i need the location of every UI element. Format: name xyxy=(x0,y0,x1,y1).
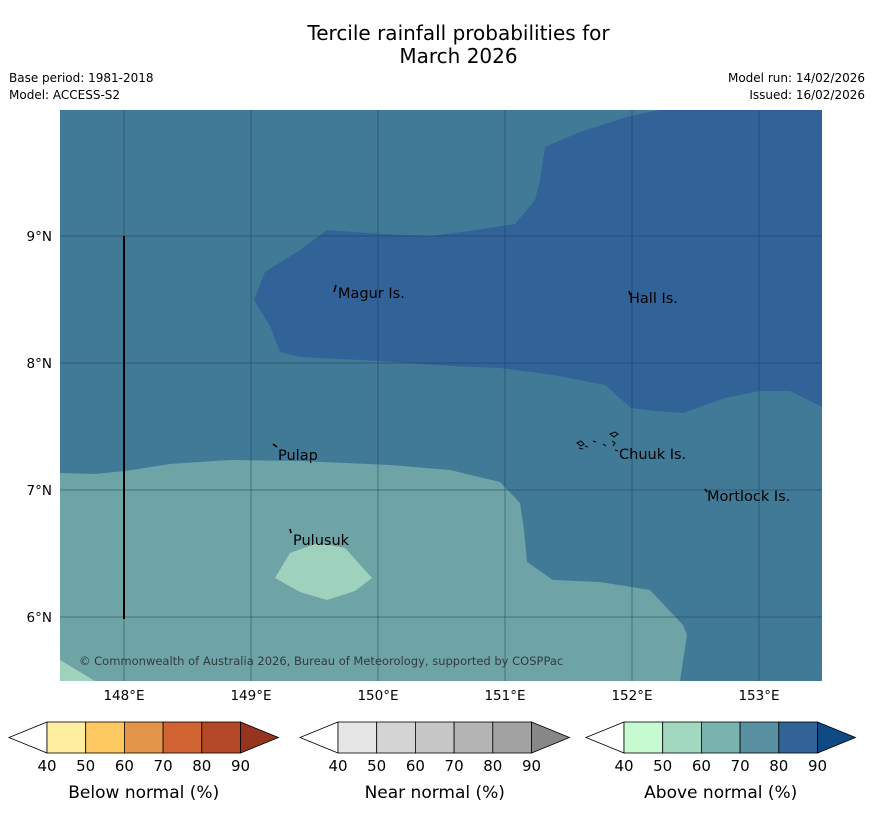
near-tick-label: 50 xyxy=(367,757,386,775)
label-magur: Magur Is. xyxy=(338,286,405,302)
below-colorbar-title: Below normal (%) xyxy=(68,783,219,803)
label-mortlock: Mortlock Is. xyxy=(707,489,790,505)
near-tick-label: 90 xyxy=(522,757,541,775)
above-tick-label: 80 xyxy=(769,757,788,775)
region-above-60-70-south xyxy=(60,460,687,681)
region-above-80-90-northeast xyxy=(254,110,822,413)
above-colorbar-segment xyxy=(701,721,741,754)
below-tick-label: 50 xyxy=(76,757,95,775)
latitude-ticks: 9°N 8°N 7°N 6°N xyxy=(27,229,52,626)
island-markers xyxy=(272,284,708,534)
island-pulap xyxy=(272,443,278,448)
title-line-2: March 2026 xyxy=(399,44,518,68)
below-tick-label: 40 xyxy=(37,757,56,775)
base-period: Base period: 1981-2018 xyxy=(9,71,154,85)
above-tick-label: 40 xyxy=(614,757,633,775)
lat-tick: 7°N xyxy=(27,483,52,499)
below-colorbar-segment xyxy=(201,721,241,754)
near-tick-label: 40 xyxy=(328,757,347,775)
label-hall: Hall Is. xyxy=(629,291,678,307)
above-tick-label: 90 xyxy=(808,757,827,775)
near-tick-label: 80 xyxy=(483,757,502,775)
near-colorbar-title: Near normal (%) xyxy=(365,783,505,803)
lon-tick: 152°E xyxy=(611,688,652,704)
above-colorbar-segment xyxy=(778,721,818,754)
lon-tick: 153°E xyxy=(738,688,779,704)
island-pulusuk xyxy=(289,528,292,534)
above-colorbar-segment xyxy=(662,721,702,754)
chuuk-lagoon xyxy=(576,431,619,452)
lon-tick: 150°E xyxy=(357,688,398,704)
near-tick-label: 70 xyxy=(445,757,464,775)
colorbar-near-normal: 40 50 60 70 80 90 Near normal (%) xyxy=(298,721,571,803)
map-title: Tercile rainfall probabilities for March… xyxy=(0,22,873,68)
above-extend-low xyxy=(584,721,625,754)
colorbar-below-normal: 40 50 60 70 80 90 Below normal (%) xyxy=(7,721,280,803)
meta-right: Model run: 14/02/2026 Issued: 16/02/2026 xyxy=(728,70,865,104)
near-colorbar-segment xyxy=(376,721,416,754)
above-tick-label: 60 xyxy=(692,757,711,775)
above-tick-label: 50 xyxy=(653,757,672,775)
near-colorbar-segment xyxy=(492,721,532,754)
lat-tick: 8°N xyxy=(27,356,52,372)
island-hall xyxy=(628,290,631,296)
lat-tick: 9°N xyxy=(27,229,52,245)
copyright-notice: © Commonwealth of Australia 2026, Bureau… xyxy=(79,654,563,668)
label-pulusuk: Pulusuk xyxy=(293,533,350,549)
colorbar-above-normal: 40 50 60 70 80 90 Above normal (%) xyxy=(584,721,857,803)
issued-date: Issued: 16/02/2026 xyxy=(749,88,865,102)
model-run: Model run: 14/02/2026 xyxy=(727,71,865,85)
lat-tick: 6°N xyxy=(27,610,52,626)
near-colorbar-segment xyxy=(453,721,494,754)
meta-left: Base period: 1981-2018 Model: ACCESS-S2 xyxy=(9,70,154,104)
graticule xyxy=(60,110,822,681)
below-tick-label: 90 xyxy=(231,757,250,775)
lon-tick: 151°E xyxy=(484,688,525,704)
above-tick-label: 70 xyxy=(731,757,750,775)
label-pulap: Pulap xyxy=(278,448,318,464)
near-colorbar-segment xyxy=(414,721,455,754)
near-colorbar-segment xyxy=(337,721,378,754)
below-tick-label: 70 xyxy=(154,757,173,775)
lon-tick: 148°E xyxy=(103,688,144,704)
model-name: Model: ACCESS-S2 xyxy=(9,88,121,102)
region-above-50-60-patch xyxy=(275,543,372,600)
above-colorbar-segment xyxy=(623,721,664,754)
above-extend-high xyxy=(817,721,857,754)
above-colorbar-segment xyxy=(739,721,780,754)
island-mortlock xyxy=(704,488,708,493)
below-tick-label: 80 xyxy=(192,757,211,775)
title-line-1: Tercile rainfall probabilities for xyxy=(307,21,610,45)
island-magur xyxy=(333,284,337,293)
near-tick-label: 60 xyxy=(406,757,425,775)
near-extend-low xyxy=(298,721,339,754)
label-chuuk: Chuuk Is. xyxy=(619,447,686,463)
place-labels: Magur Is. Hall Is. Pulap Chuuk Is. Mortl… xyxy=(278,286,790,549)
below-colorbar-segment xyxy=(85,721,125,754)
below-colorbar-segment xyxy=(162,721,203,754)
above-colorbar-title: Above normal (%) xyxy=(644,783,797,803)
below-colorbar-segment xyxy=(124,721,164,754)
region-above-50-60-corner xyxy=(60,660,95,681)
below-extend-low xyxy=(7,721,48,754)
below-tick-label: 60 xyxy=(115,757,134,775)
below-extend-high xyxy=(240,721,280,754)
longitude-ticks: 148°E 149°E 150°E 151°E 152°E 153°E xyxy=(103,688,779,704)
lon-tick: 149°E xyxy=(230,688,271,704)
near-extend-high xyxy=(531,721,571,754)
below-colorbar-segment xyxy=(46,721,87,754)
map-area: Magur Is. Hall Is. Pulap Chuuk Is. Mortl… xyxy=(60,110,822,681)
